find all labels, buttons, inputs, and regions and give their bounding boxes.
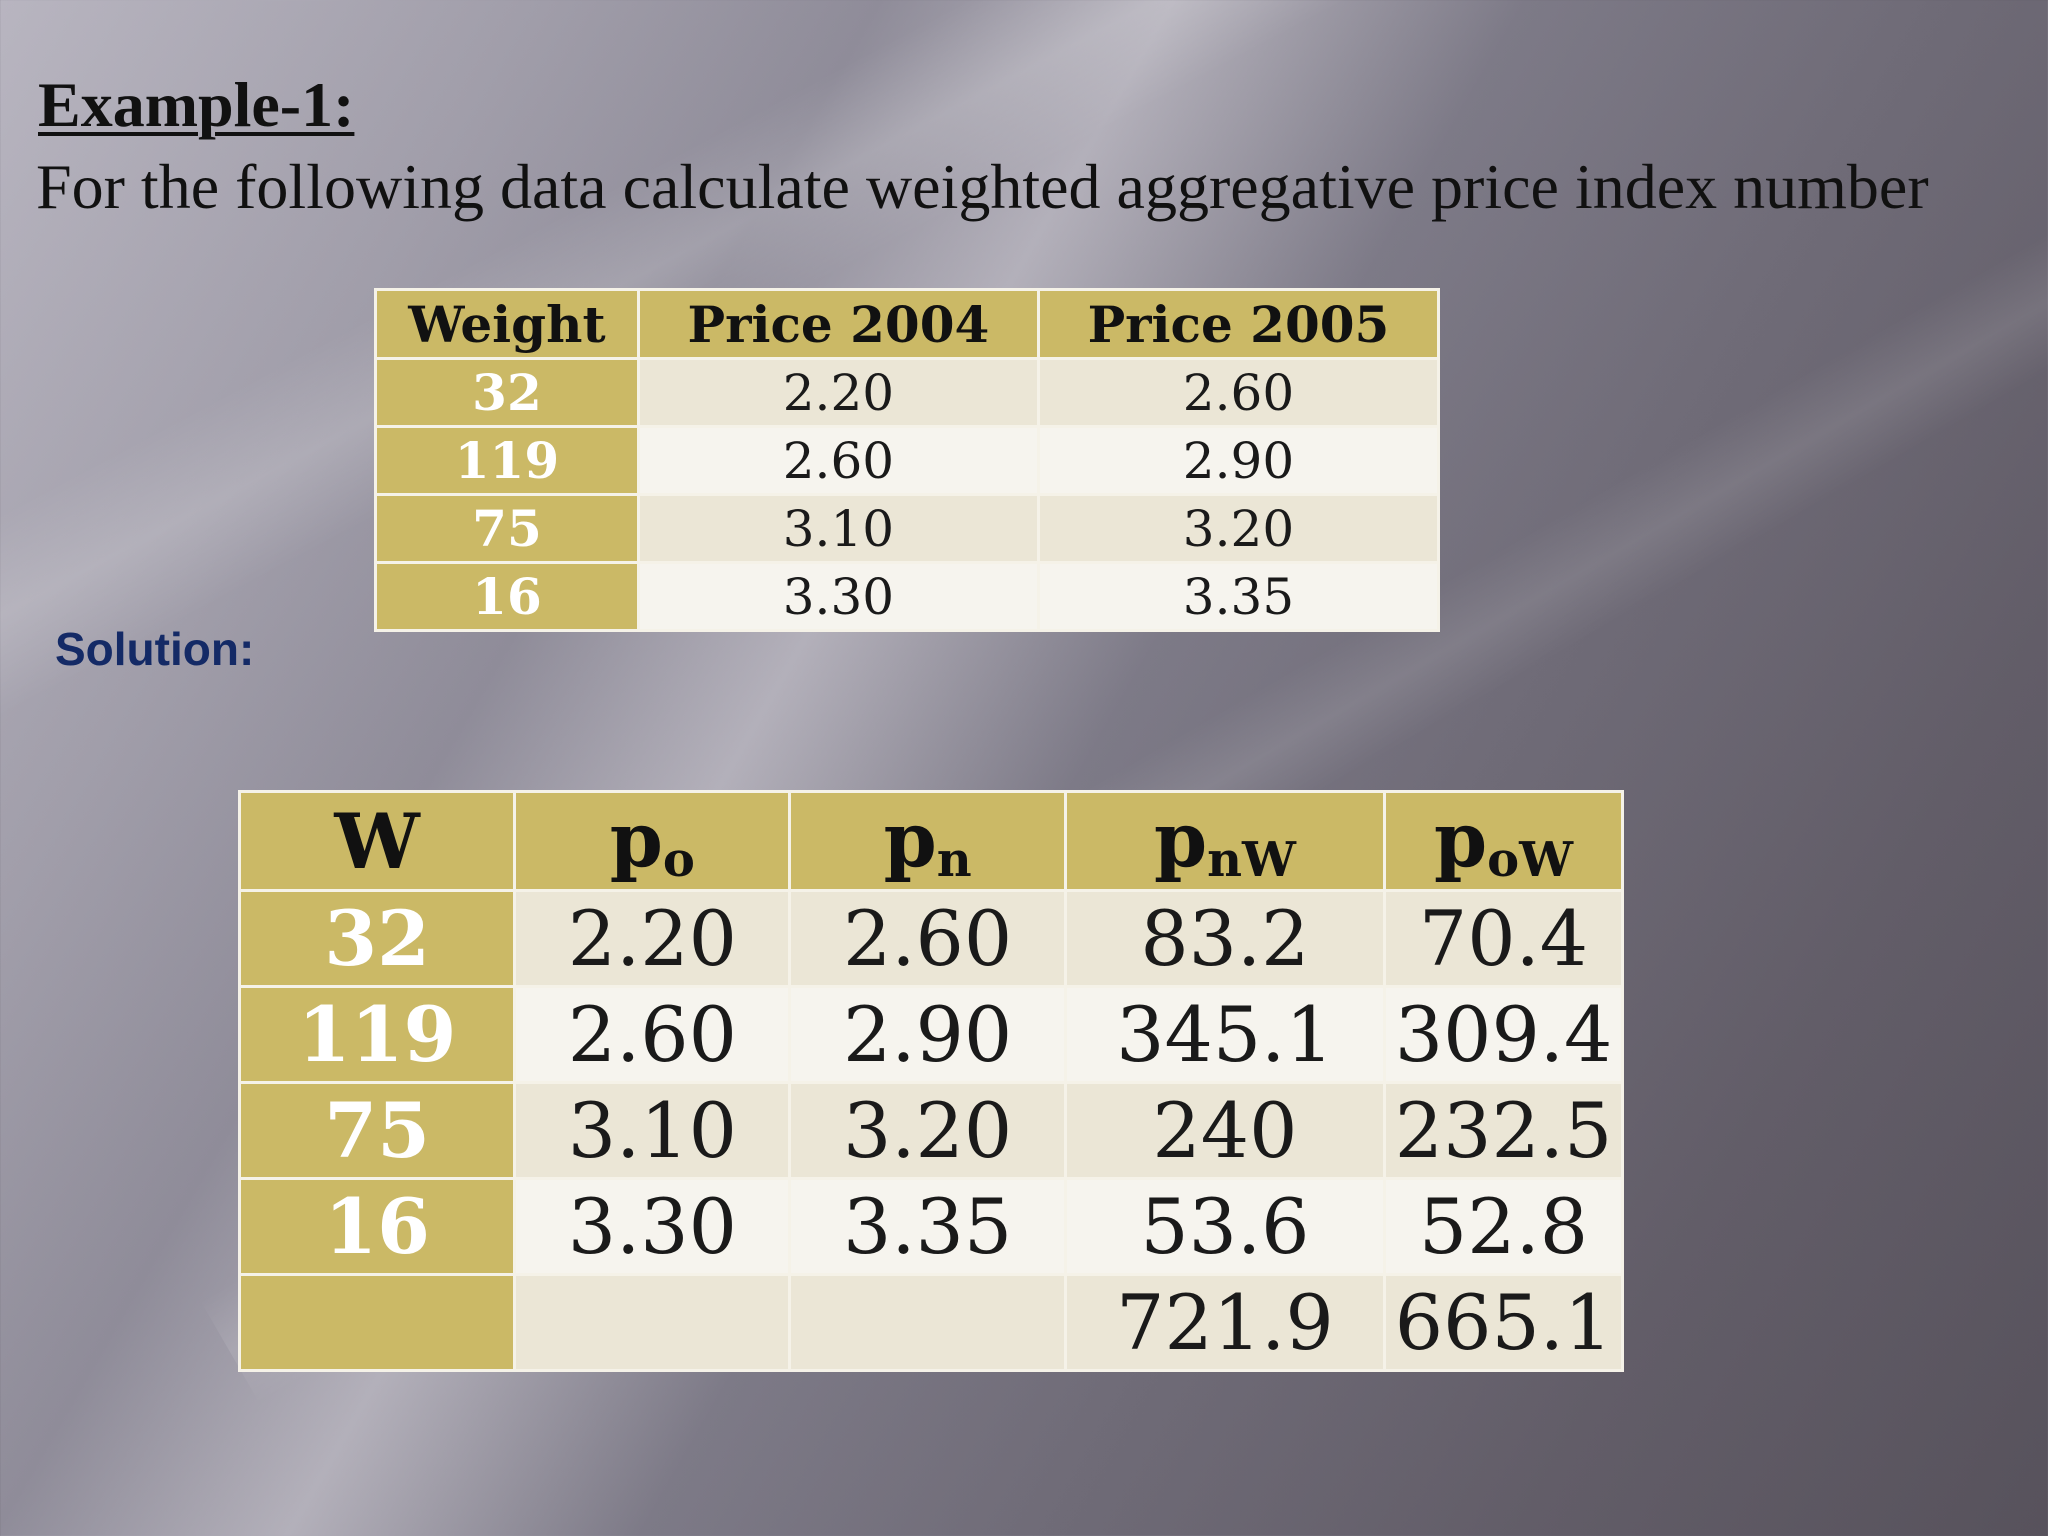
pow-cell: 70.4 (1383, 889, 1624, 988)
price-2004-cell: 3.10 (636, 493, 1040, 564)
header-price-2004: Price 2004 (636, 288, 1040, 360)
header-w: W (237, 790, 517, 892)
pnw-cell: 53.6 (1063, 1177, 1387, 1276)
pn-cell: 3.35 (788, 1177, 1067, 1276)
price-2004-cell: 3.30 (636, 561, 1040, 632)
table-row: 75 3.10 3.20 240 232.5 (237, 1081, 1624, 1180)
solution-label: Solution: (55, 623, 255, 675)
pnw-cell: 345.1 (1063, 985, 1387, 1084)
problem-statement: For the following data calculate weighte… (36, 151, 1929, 222)
table-row: 32 2.20 2.60 (374, 357, 1441, 428)
pow-cell: 232.5 (1383, 1081, 1624, 1180)
po-cell: 3.30 (513, 1177, 792, 1276)
pow-cell: 52.8 (1383, 1177, 1624, 1276)
price-2005-cell: 3.35 (1036, 561, 1441, 632)
pow-cell: 309.4 (1383, 985, 1624, 1084)
header-pow: poW (1383, 790, 1624, 892)
pn-cell: 3.20 (788, 1081, 1067, 1180)
weight-cell: 75 (374, 493, 640, 564)
price-2005-cell: 3.20 (1036, 493, 1441, 564)
table-header-row: W po pn pnW poW (237, 790, 1624, 892)
pn-cell: 2.60 (788, 889, 1067, 988)
price-2005-cell: 2.60 (1036, 357, 1441, 428)
table-row: 16 3.30 3.35 53.6 52.8 (237, 1177, 1624, 1276)
header-pn: pn (788, 790, 1067, 892)
pn-total-cell (788, 1273, 1067, 1372)
price-2004-cell: 2.60 (636, 425, 1040, 496)
price-2004-cell: 2.20 (636, 357, 1040, 428)
header-price-2005: Price 2005 (1036, 288, 1441, 360)
table-row: 75 3.10 3.20 (374, 493, 1441, 564)
w-cell: 75 (237, 1081, 517, 1180)
table-row: 32 2.20 2.60 83.2 70.4 (237, 889, 1624, 988)
table-header-row: Weight Price 2004 Price 2005 (374, 288, 1441, 360)
weight-cell: 119 (374, 425, 640, 496)
w-cell: 119 (237, 985, 517, 1084)
solution-table: W po pn pnW poW 32 2.20 2.60 83.2 70.4 1… (237, 790, 1624, 1372)
pow-total-cell: 665.1 (1383, 1273, 1624, 1372)
w-total-cell (237, 1273, 517, 1372)
table-row: 119 2.60 2.90 (374, 425, 1441, 496)
price-2005-cell: 2.90 (1036, 425, 1441, 496)
weight-cell: 16 (374, 561, 640, 632)
po-total-cell (513, 1273, 792, 1372)
header-po: po (513, 790, 792, 892)
table-row: 16 3.30 3.35 (374, 561, 1441, 632)
pnw-cell: 240 (1063, 1081, 1387, 1180)
pn-cell: 2.90 (788, 985, 1067, 1084)
totals-row: 721.9 665.1 (237, 1273, 1624, 1372)
header-pnw: pnW (1063, 790, 1387, 892)
po-cell: 2.20 (513, 889, 792, 988)
po-cell: 3.10 (513, 1081, 792, 1180)
weight-cell: 32 (374, 357, 640, 428)
w-cell: 32 (237, 889, 517, 988)
po-cell: 2.60 (513, 985, 792, 1084)
data-table: Weight Price 2004 Price 2005 32 2.20 2.6… (374, 288, 1441, 632)
table-row: 119 2.60 2.90 345.1 309.4 (237, 985, 1624, 1084)
header-weight: Weight (374, 288, 640, 360)
w-cell: 16 (237, 1177, 517, 1276)
slide-title: Example-1: (38, 69, 355, 140)
pnw-total-cell: 721.9 (1063, 1273, 1387, 1372)
pnw-cell: 83.2 (1063, 889, 1387, 988)
